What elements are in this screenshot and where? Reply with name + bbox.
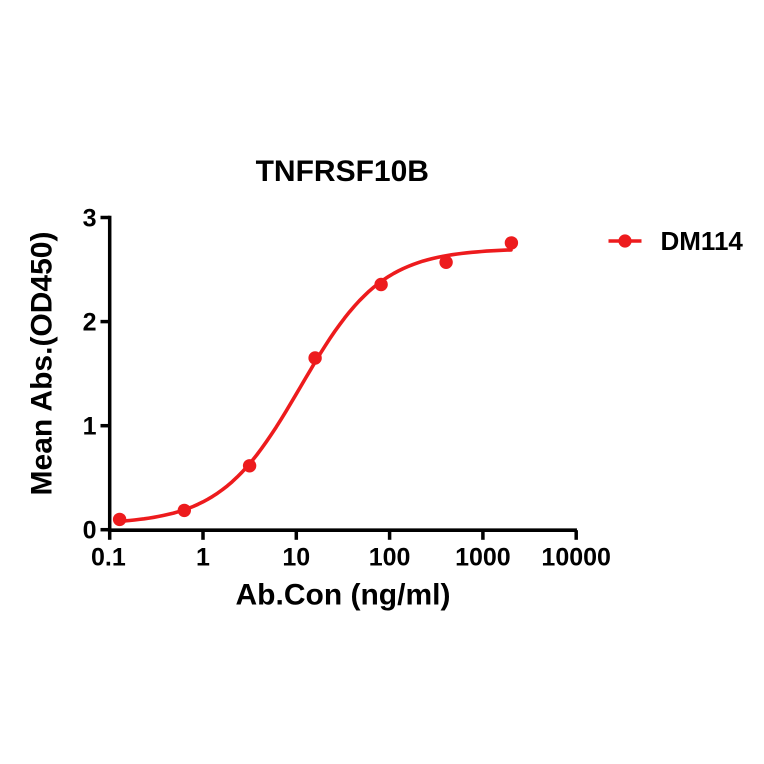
svg-text:100: 100 xyxy=(369,544,411,572)
svg-text:1: 1 xyxy=(83,413,97,441)
svg-text:TNFRSF10B: TNFRSF10B xyxy=(256,155,429,188)
svg-text:1000: 1000 xyxy=(455,544,511,572)
svg-text:2: 2 xyxy=(83,309,97,337)
svg-text:3: 3 xyxy=(83,204,97,232)
svg-text:Mean Abs.(OD450): Mean Abs.(OD450) xyxy=(26,232,59,496)
svg-text:0: 0 xyxy=(83,517,97,545)
svg-text:1: 1 xyxy=(196,544,210,572)
svg-text:10000: 10000 xyxy=(541,544,611,572)
svg-text:10: 10 xyxy=(282,544,310,572)
svg-text:0.1: 0.1 xyxy=(91,544,126,572)
svg-text:Ab.Con (ng/ml): Ab.Con (ng/ml) xyxy=(236,579,451,612)
svg-text:DM114: DM114 xyxy=(661,226,744,256)
